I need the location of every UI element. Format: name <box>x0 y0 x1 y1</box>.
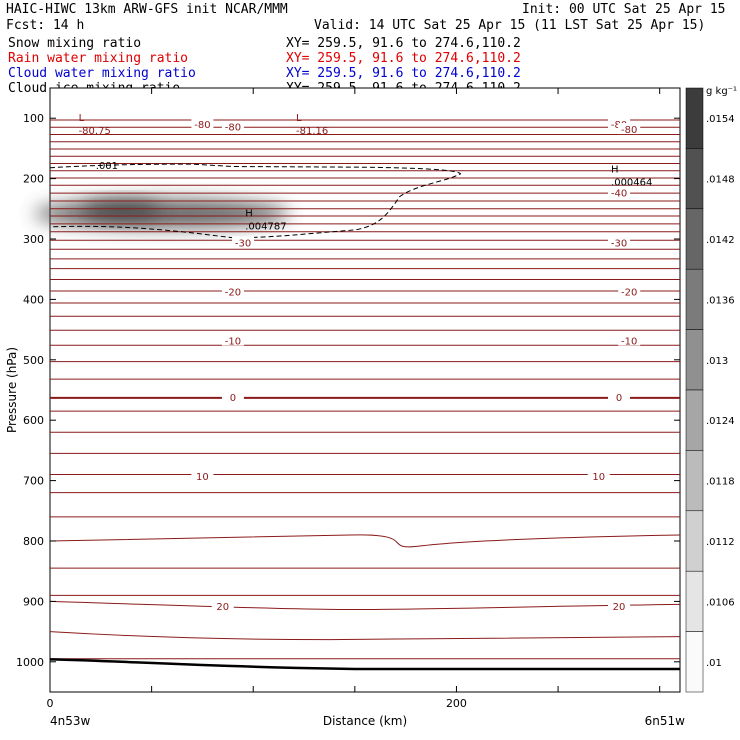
terrain-line <box>49 658 680 671</box>
cloud-ice-contour <box>49 163 462 239</box>
field-name: Snow mixing ratio <box>8 36 141 51</box>
contour-label: -80 <box>194 120 210 131</box>
contour-label: 20 <box>216 602 229 613</box>
field-xy: XY= 259.5, 91.6 to 274.6,110.2 <box>286 36 521 51</box>
x-tick-label: 0 <box>47 697 54 710</box>
colorbar-segment <box>685 329 704 391</box>
x-end-label: 6n51w <box>645 714 686 728</box>
contour-label: -10 <box>225 336 241 347</box>
x-start-label: 4n53w <box>50 714 91 728</box>
colorbar-tick-label: .01 <box>706 658 722 669</box>
contour-label-bg <box>191 118 214 130</box>
contour-label: -80 <box>225 123 241 134</box>
temperature-contour <box>49 600 681 611</box>
y-tick-label: 900 <box>23 595 44 608</box>
extremum-value: -81.16 <box>296 126 328 137</box>
contour-label-bg <box>618 285 641 297</box>
plot-frame <box>49 87 681 693</box>
cloud-ice-label: .001 <box>96 161 118 172</box>
y-tick-label: 1000 <box>16 656 44 669</box>
extremum-value: -80.75 <box>79 126 111 137</box>
valid-time: Valid: 14 UTC Sat 25 Apr 15 (11 LST Sat … <box>314 18 705 33</box>
colorbar-segment <box>685 631 704 693</box>
y-tick-label: 500 <box>23 354 44 367</box>
y-tick-label: 400 <box>23 293 44 306</box>
contour-label: -80 <box>621 125 637 136</box>
colorbar-tick-label: .0106 <box>706 597 735 608</box>
temperature-contour <box>49 534 681 548</box>
forecast-hour: Fcst: 14 h <box>6 18 84 33</box>
contour-label: 0 <box>230 393 236 404</box>
x-tick-label: 200 <box>446 697 467 710</box>
colorbar-tick-label: .0154 <box>706 114 735 125</box>
colorbar-tick-label: .0136 <box>706 295 735 306</box>
colorbar-segment <box>685 510 704 572</box>
extremum-type: H <box>245 209 253 220</box>
extremum-value: .000464 <box>611 178 652 189</box>
contour-label: 10 <box>196 472 209 483</box>
field-xy: XY= 259.5, 91.6 to 274.6,110.2 <box>286 66 521 81</box>
colorbar-segment <box>685 389 704 451</box>
contour-label-bg <box>618 123 641 135</box>
colorbar-segment <box>685 570 704 632</box>
contour-label: -20 <box>621 288 637 299</box>
contour-label-bg <box>221 285 244 297</box>
y-axis-label: Pressure (hPa) <box>5 347 19 433</box>
contour-label-bg <box>221 120 244 132</box>
contour-label-bg <box>608 600 631 612</box>
colorbar-segment <box>685 208 704 270</box>
contour-label: 20 <box>613 602 626 613</box>
field-name: Rain water mixing ratio <box>8 51 188 66</box>
contour-label: 10 <box>592 472 605 483</box>
y-tick-label: 800 <box>23 535 44 548</box>
colorbar-segment <box>685 87 704 149</box>
y-tick-label: 600 <box>23 414 44 427</box>
snow-shading-core <box>81 201 162 220</box>
x-axis-label: Distance (km) <box>323 714 407 728</box>
init-time: Init: 00 UTC Sat 25 Apr 15 <box>522 2 726 17</box>
contour-label-bg <box>221 334 244 346</box>
contour-label: -30 <box>235 239 251 250</box>
contour-label: -30 <box>611 239 627 250</box>
extremum-value: .004787 <box>245 222 286 233</box>
contour-label-bg <box>587 469 610 481</box>
field-name: Cloud water mixing ratio <box>8 66 196 81</box>
y-tick-label: 200 <box>23 173 44 186</box>
colorbar-segment <box>685 148 704 210</box>
contour-label-bg <box>608 186 631 198</box>
field-xy: XY= 259.5, 91.6 to 274.6,110.2 <box>286 51 521 66</box>
y-tick-label: 300 <box>23 233 44 246</box>
contour-label-bg <box>608 391 631 403</box>
colorbar-tick-label: .0148 <box>706 175 735 186</box>
extremum-type: H <box>611 165 619 176</box>
colorbar-tick-label: .0124 <box>706 416 735 427</box>
contour-label-bg <box>232 236 255 248</box>
contour-label-bg <box>211 600 234 612</box>
contour-label-bg <box>221 391 244 403</box>
y-tick-label: 700 <box>23 475 44 488</box>
contour-label-bg <box>618 334 641 346</box>
colorbar-tick-label: .0118 <box>706 477 735 488</box>
contour-label-bg <box>191 469 214 481</box>
chart-title: HAIC-HIWC 13km ARW-GFS init NCAR/MMM <box>6 2 288 17</box>
contour-label: 0 <box>616 393 622 404</box>
contour-label: -20 <box>225 288 241 299</box>
extremum-type: L <box>79 113 85 124</box>
contour-label: -10 <box>621 336 637 347</box>
colorbar-tick-label: .0142 <box>706 235 735 246</box>
colorbar-segment <box>685 450 704 512</box>
colorbar-tick-label: .013 <box>706 356 728 367</box>
colorbar-tick-label: .0112 <box>706 537 735 548</box>
contour-label: -40 <box>611 188 627 199</box>
temperature-contour <box>49 631 681 641</box>
colorbar-segment <box>685 268 704 330</box>
y-tick-label: 100 <box>23 112 44 125</box>
colorbar-unit: g kg⁻¹ <box>706 86 737 97</box>
extremum-type: L <box>296 113 302 124</box>
contour-label-bg <box>608 236 631 248</box>
